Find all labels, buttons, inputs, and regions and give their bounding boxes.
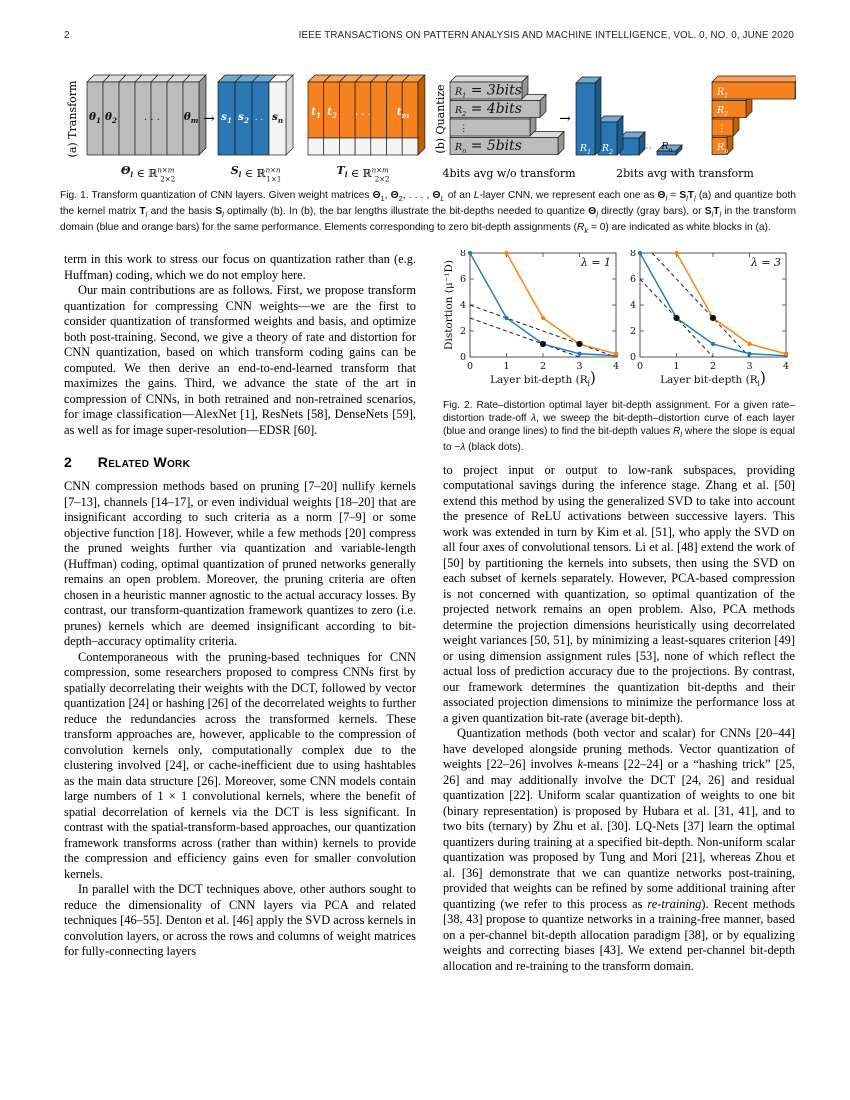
svg-text:2: 2 (540, 361, 546, 372)
paragraph: to project input or output to low-rank s… (443, 462, 795, 725)
svg-text:⋮: ⋮ (717, 124, 727, 135)
lambda-label: λ = 1 (580, 256, 611, 269)
svg-text:Sl ∈ ℝn×n1×1: Sl ∈ ℝn×n 1×1 (231, 164, 282, 184)
svg-text:Θl ∈ ℝn×m2×2: Θl ∈ ℝn×m 2×2 (121, 164, 175, 184)
fig1-label-b: (b) Quantize (434, 84, 447, 153)
svg-text:s1: s1 (221, 111, 232, 125)
figure2-caption: Fig. 2. Rate–distortion optimal layer bi… (443, 399, 796, 453)
svg-text:2: 2 (710, 361, 716, 372)
svg-text:. .: . . (255, 113, 264, 123)
svg-text:Tl ∈ ℝn×m2×2: Tl ∈ ℝn×m 2×2 (337, 164, 390, 184)
x-axis-label: Layer bit-depth (Rl) (490, 369, 596, 388)
svg-text:Rn = 5bits: Rn = 5bits (454, 138, 522, 155)
svg-text:Rn: Rn (716, 142, 728, 155)
fig1-arrow-2: → (559, 111, 571, 127)
svg-text:R1: R1 (579, 143, 591, 156)
section-number: 2 (64, 454, 72, 470)
paragraph: Contemporaneous with the pruning-based t… (64, 649, 416, 881)
svg-text:8: 8 (460, 250, 466, 259)
fig1-blue-blocks: s1 s2 . . sn (217, 74, 294, 156)
svg-text:. . .: . . . (355, 107, 371, 118)
paragraph: term in this work to stress our focus on… (64, 252, 416, 282)
x-axis-label: Layer bit-depth (Rl) (660, 369, 766, 388)
journal-title: IEEE TRANSACTIONS ON PATTERN ANALYSIS AN… (298, 30, 794, 41)
svg-text:t1: t1 (311, 106, 321, 120)
page-number: 2 (64, 30, 70, 41)
lambda-label: λ = 3 (750, 256, 781, 269)
svg-text:2: 2 (630, 326, 636, 337)
svg-text:Rn: Rn (660, 141, 672, 154)
fig1-orange-blocks: t1 t2 . . . tm (307, 74, 426, 156)
svg-text:1: 1 (673, 361, 679, 372)
svg-text:⋯: ⋯ (642, 143, 652, 154)
svg-text:1: 1 (503, 361, 509, 372)
svg-text:0: 0 (467, 361, 473, 372)
svg-text:t2: t2 (327, 106, 337, 120)
svg-text:s2: s2 (238, 111, 249, 125)
figure1-caption: Fig. 1. Transform quantization of CNN la… (60, 190, 797, 236)
svg-text:4: 4 (613, 361, 619, 372)
paragraph: Our main contributions are as follows. F… (64, 283, 416, 437)
left-column: term in this work to stress our focus on… (64, 252, 416, 960)
svg-text:R1: R1 (716, 87, 728, 100)
fig1-orange-bars: R1 R2 ⋮ Rn (711, 75, 802, 156)
paragraph: Quantization methods (both vector and sc… (443, 726, 796, 973)
svg-text:⋮: ⋮ (459, 124, 469, 135)
svg-text:3: 3 (576, 361, 582, 372)
svg-text:R1 = 3bits: R1 = 3bits (454, 83, 522, 100)
svg-text:8: 8 (630, 250, 636, 259)
svg-text:0: 0 (460, 352, 466, 363)
fig1-arrow-1: → (203, 111, 215, 127)
svg-text:tm: tm (397, 106, 410, 120)
svg-text:sn: sn (272, 111, 283, 125)
svg-text:θm: θm (184, 111, 199, 125)
fig1-caption-with-transform: 2bits avg with transform (616, 167, 754, 180)
y-axis-label: Distortion (μ⁻¹D) (443, 260, 455, 350)
svg-text:3: 3 (746, 361, 752, 372)
svg-text:. . .: . . . (144, 112, 160, 123)
svg-text:R2 = 4bits: R2 = 4bits (454, 101, 522, 118)
svg-text:2: 2 (460, 326, 466, 337)
svg-text:4: 4 (630, 300, 636, 311)
section-title: Related Work (97, 454, 191, 470)
svg-text:6: 6 (630, 274, 636, 285)
paragraph: CNN compression methods based on pruning… (64, 479, 416, 648)
running-header: 2 IEEE TRANSACTIONS ON PATTERN ANALYSIS … (64, 30, 794, 41)
svg-text:R2: R2 (601, 143, 613, 156)
svg-text:θ1: θ1 (89, 111, 101, 125)
fig1-gray-blocks: θ1 θ2 . . . θm (86, 74, 207, 156)
fig1-blue-bars: R1 R2 ⋯ Rn (575, 76, 683, 156)
svg-text:4: 4 (460, 300, 466, 311)
svg-text:4: 4 (783, 361, 789, 372)
svg-text:θ2: θ2 (105, 111, 117, 125)
svg-text:0: 0 (637, 361, 643, 372)
svg-text:6: 6 (460, 274, 466, 285)
figure1-diagram: (a) Transform θ1 θ2. . . θm Θl ∈ ℝn×m 2×2 → s1 s… (60, 70, 802, 186)
svg-text:0: 0 (630, 352, 636, 363)
svg-text:R2: R2 (716, 105, 728, 118)
fig1-caption-no-transform: 4bits avg w/o transform (442, 167, 576, 180)
fig2-plot-2: 0 1 2 3 4 0 2 4 6 8 λ = 3 Layer bit-depth (Rl) (630, 248, 789, 388)
section-heading: 2 Related Work (64, 454, 416, 470)
fig2-plot-1: 0 1 2 3 4 0 2 4 6 8 λ = 1 Layer bit-depth (Rl) Disto… (443, 248, 619, 388)
fig1-label-a: (a) Transform (66, 80, 79, 157)
paragraph: In parallel with the DCT techniques abov… (64, 882, 416, 958)
